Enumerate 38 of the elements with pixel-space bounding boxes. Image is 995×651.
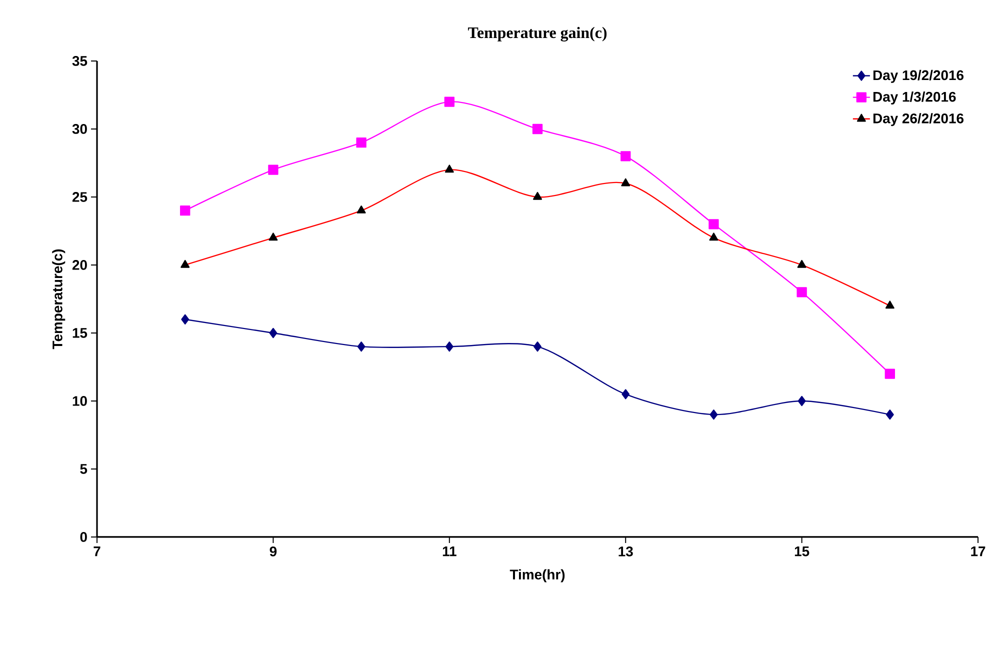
x-tick-label: 15	[794, 546, 810, 556]
x-tick-label: 13	[618, 546, 633, 556]
x-tick-label: 9	[270, 546, 277, 556]
y-tick-label: 25	[72, 192, 88, 202]
x-tick-label: 11	[442, 546, 456, 556]
chart-title: Temperature gain(c)	[468, 26, 607, 42]
point	[534, 342, 542, 352]
y-axis-title: Temperature(c)	[52, 249, 66, 350]
legend-label: Day 26/2/2016	[873, 113, 964, 126]
point	[884, 368, 895, 379]
point	[180, 206, 190, 216]
point	[886, 410, 894, 420]
legend-label: Day 19/2/2016	[873, 70, 964, 83]
point	[181, 314, 190, 324]
y-tick-label: 20	[72, 260, 87, 270]
point	[798, 396, 806, 406]
y-tick-label: 35	[72, 56, 88, 66]
x-tick-label: 7	[94, 546, 100, 556]
y-tick-label: 30	[72, 124, 87, 134]
point	[269, 328, 278, 338]
point	[532, 124, 543, 134]
point	[710, 410, 718, 420]
legend-label: Day 1/3/2016	[873, 92, 956, 105]
point	[444, 96, 454, 107]
point	[796, 287, 807, 298]
y-tick-label: 15	[72, 328, 88, 338]
y-tick-label: 10	[72, 396, 87, 406]
point	[445, 342, 454, 352]
y-tick-label: 0	[80, 532, 87, 542]
point	[620, 151, 631, 162]
x-tick-label: 17	[971, 546, 986, 556]
point	[268, 164, 278, 175]
point	[708, 219, 719, 230]
point	[356, 138, 366, 148]
y-tick-label: 5	[80, 464, 88, 474]
point	[357, 342, 366, 352]
x-axis-title: Time(hr)	[510, 569, 565, 582]
point	[622, 389, 630, 400]
